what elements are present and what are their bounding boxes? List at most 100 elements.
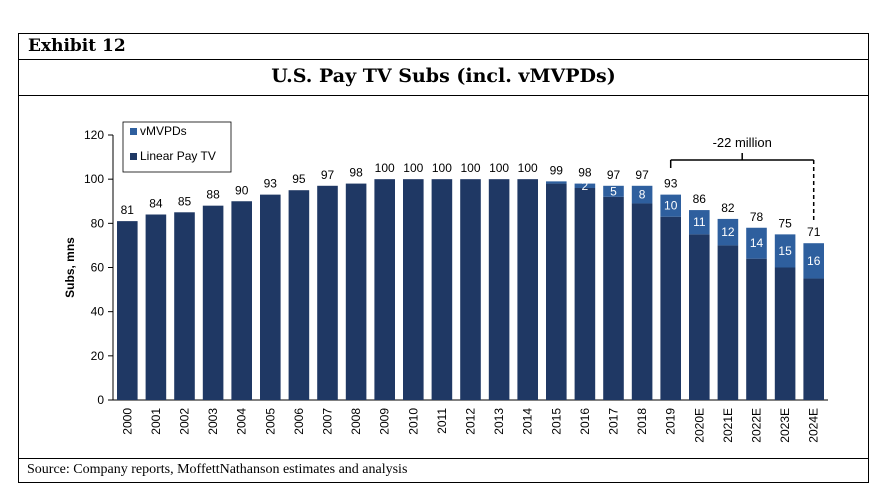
- x-tick-label: 2000: [120, 408, 134, 435]
- total-data-label: 97: [321, 168, 335, 182]
- x-tick-label: 2004: [235, 408, 249, 435]
- total-data-label: 81: [121, 203, 135, 217]
- bar-vmvpds: [717, 218, 739, 246]
- total-data-label: 100: [518, 161, 538, 175]
- total-data-label: 99: [550, 163, 564, 177]
- y-tick-label: 80: [91, 216, 105, 230]
- x-tick-label: 2017: [607, 408, 621, 435]
- y-tick-label: 0: [97, 393, 104, 407]
- chart-title: U.S. Pay TV Subs (incl. vMVPDs): [271, 65, 616, 87]
- total-data-label: 100: [489, 161, 509, 175]
- x-tick-label: 2009: [378, 408, 392, 435]
- vmvpd-data-label: 11: [693, 215, 706, 229]
- total-data-label: 84: [149, 197, 163, 211]
- bar-linear-pay-tv: [288, 190, 310, 400]
- bar-linear-pay-tv: [546, 183, 567, 400]
- total-data-label: 98: [349, 166, 363, 180]
- vmvpd-data-label: 8: [639, 188, 646, 202]
- y-tick-label: 60: [91, 261, 105, 275]
- legend-box: [122, 121, 232, 173]
- total-data-label: 88: [206, 188, 220, 202]
- bar-linear-pay-tv: [603, 196, 624, 400]
- total-data-label: 93: [264, 177, 278, 191]
- vmvpd-data-label: 12: [721, 225, 735, 239]
- total-data-label: 86: [693, 192, 707, 206]
- x-tick-label: 2008: [349, 408, 363, 435]
- bar-linear-pay-tv: [403, 179, 424, 400]
- x-tick-label: 2002: [178, 408, 192, 435]
- bar-linear-pay-tv: [660, 216, 681, 400]
- bar-vmvpds: [689, 210, 710, 235]
- total-data-label: 100: [460, 161, 480, 175]
- bar-vmvpds: [774, 234, 796, 268]
- x-tick-label: 2020E: [692, 408, 706, 443]
- x-tick-label: 2001: [149, 408, 163, 435]
- bar-linear-pay-tv: [145, 214, 167, 400]
- bar-linear-pay-tv: [460, 179, 481, 400]
- total-data-label: 93: [664, 177, 678, 191]
- total-data-label: 100: [403, 161, 423, 175]
- bar-linear-pay-tv: [117, 221, 138, 400]
- y-tick-label: 100: [84, 172, 104, 186]
- bar-linear-pay-tv: [374, 179, 395, 400]
- bar-vmvpds: [631, 185, 653, 204]
- x-tick-label: 2005: [263, 408, 277, 435]
- bar-linear-pay-tv: [517, 179, 538, 400]
- source-bar: Source: Company reports, MoffettNathanso…: [19, 458, 868, 482]
- x-tick-label: 2023E: [778, 408, 792, 443]
- source-text: Source: Company reports, MoffettNathanso…: [27, 462, 408, 477]
- total-data-label: 98: [578, 166, 592, 180]
- bar-linear-pay-tv: [488, 179, 510, 400]
- total-data-label: 100: [432, 161, 452, 175]
- bar-linear-pay-tv: [717, 245, 739, 400]
- total-data-label: 85: [178, 194, 192, 208]
- bar-vmvpds: [546, 181, 567, 184]
- bar-linear-pay-tv: [317, 185, 338, 400]
- x-tick-label: 2003: [206, 408, 220, 435]
- x-tick-label: 2007: [321, 408, 335, 435]
- annotation-label: -22 million: [713, 135, 772, 150]
- bar-vmvpds: [603, 185, 624, 197]
- x-tick-label: 2022E: [750, 408, 764, 443]
- x-tick-label: 2010: [406, 408, 420, 435]
- legend-swatch-vmvpds: [130, 128, 137, 135]
- total-data-label: 90: [235, 183, 249, 197]
- legend-label-vmvpds: vMVPDs: [140, 124, 187, 138]
- bar-vmvpds: [574, 183, 596, 188]
- x-tick-label: 2015: [549, 408, 563, 435]
- x-tick-label: 2011: [435, 408, 449, 434]
- bar-vmvpds: [660, 194, 681, 217]
- total-data-label: 75: [778, 216, 792, 230]
- bar-linear-pay-tv: [260, 194, 281, 400]
- bar-linear-pay-tv: [231, 201, 252, 400]
- bar-linear-pay-tv: [174, 212, 195, 400]
- total-data-label: 82: [721, 201, 735, 215]
- bar-vmvpds: [746, 227, 767, 259]
- vmvpd-data-label: 15: [778, 244, 792, 258]
- y-tick-label: 120: [84, 128, 104, 142]
- y-axis-title: Subs, mns: [63, 237, 77, 298]
- x-tick-label: 2021E: [721, 408, 735, 443]
- total-data-label: 95: [292, 172, 306, 186]
- x-tick-label: 2016: [578, 408, 592, 435]
- vmvpd-data-label: 5: [610, 184, 617, 198]
- bar-linear-pay-tv: [431, 179, 453, 400]
- bar-linear-pay-tv: [574, 188, 596, 400]
- title-bar: U.S. Pay TV Subs (incl. vMVPDs): [19, 60, 868, 96]
- x-tick-label: 2006: [292, 408, 306, 435]
- x-tick-label: 2013: [492, 408, 506, 435]
- exhibit-frame: Exhibit 12 U.S. Pay TV Subs (incl. vMVPD…: [18, 33, 869, 483]
- bar-linear-pay-tv: [202, 205, 224, 400]
- vmvpd-data-label: 2: [582, 179, 589, 193]
- bar-linear-pay-tv: [345, 183, 367, 400]
- bar-linear-pay-tv: [746, 258, 767, 400]
- total-data-label: 97: [607, 168, 621, 182]
- vmvpd-data-label: 16: [807, 254, 821, 268]
- x-tick-label: 2014: [521, 408, 535, 435]
- x-tick-label: 2024E: [807, 408, 821, 443]
- x-tick-label: 2012: [464, 408, 478, 435]
- legend-label-linear-pay-tv: Linear Pay TV: [140, 149, 216, 163]
- y-tick-label: 40: [91, 305, 105, 319]
- exhibit-label: Exhibit 12: [28, 36, 126, 56]
